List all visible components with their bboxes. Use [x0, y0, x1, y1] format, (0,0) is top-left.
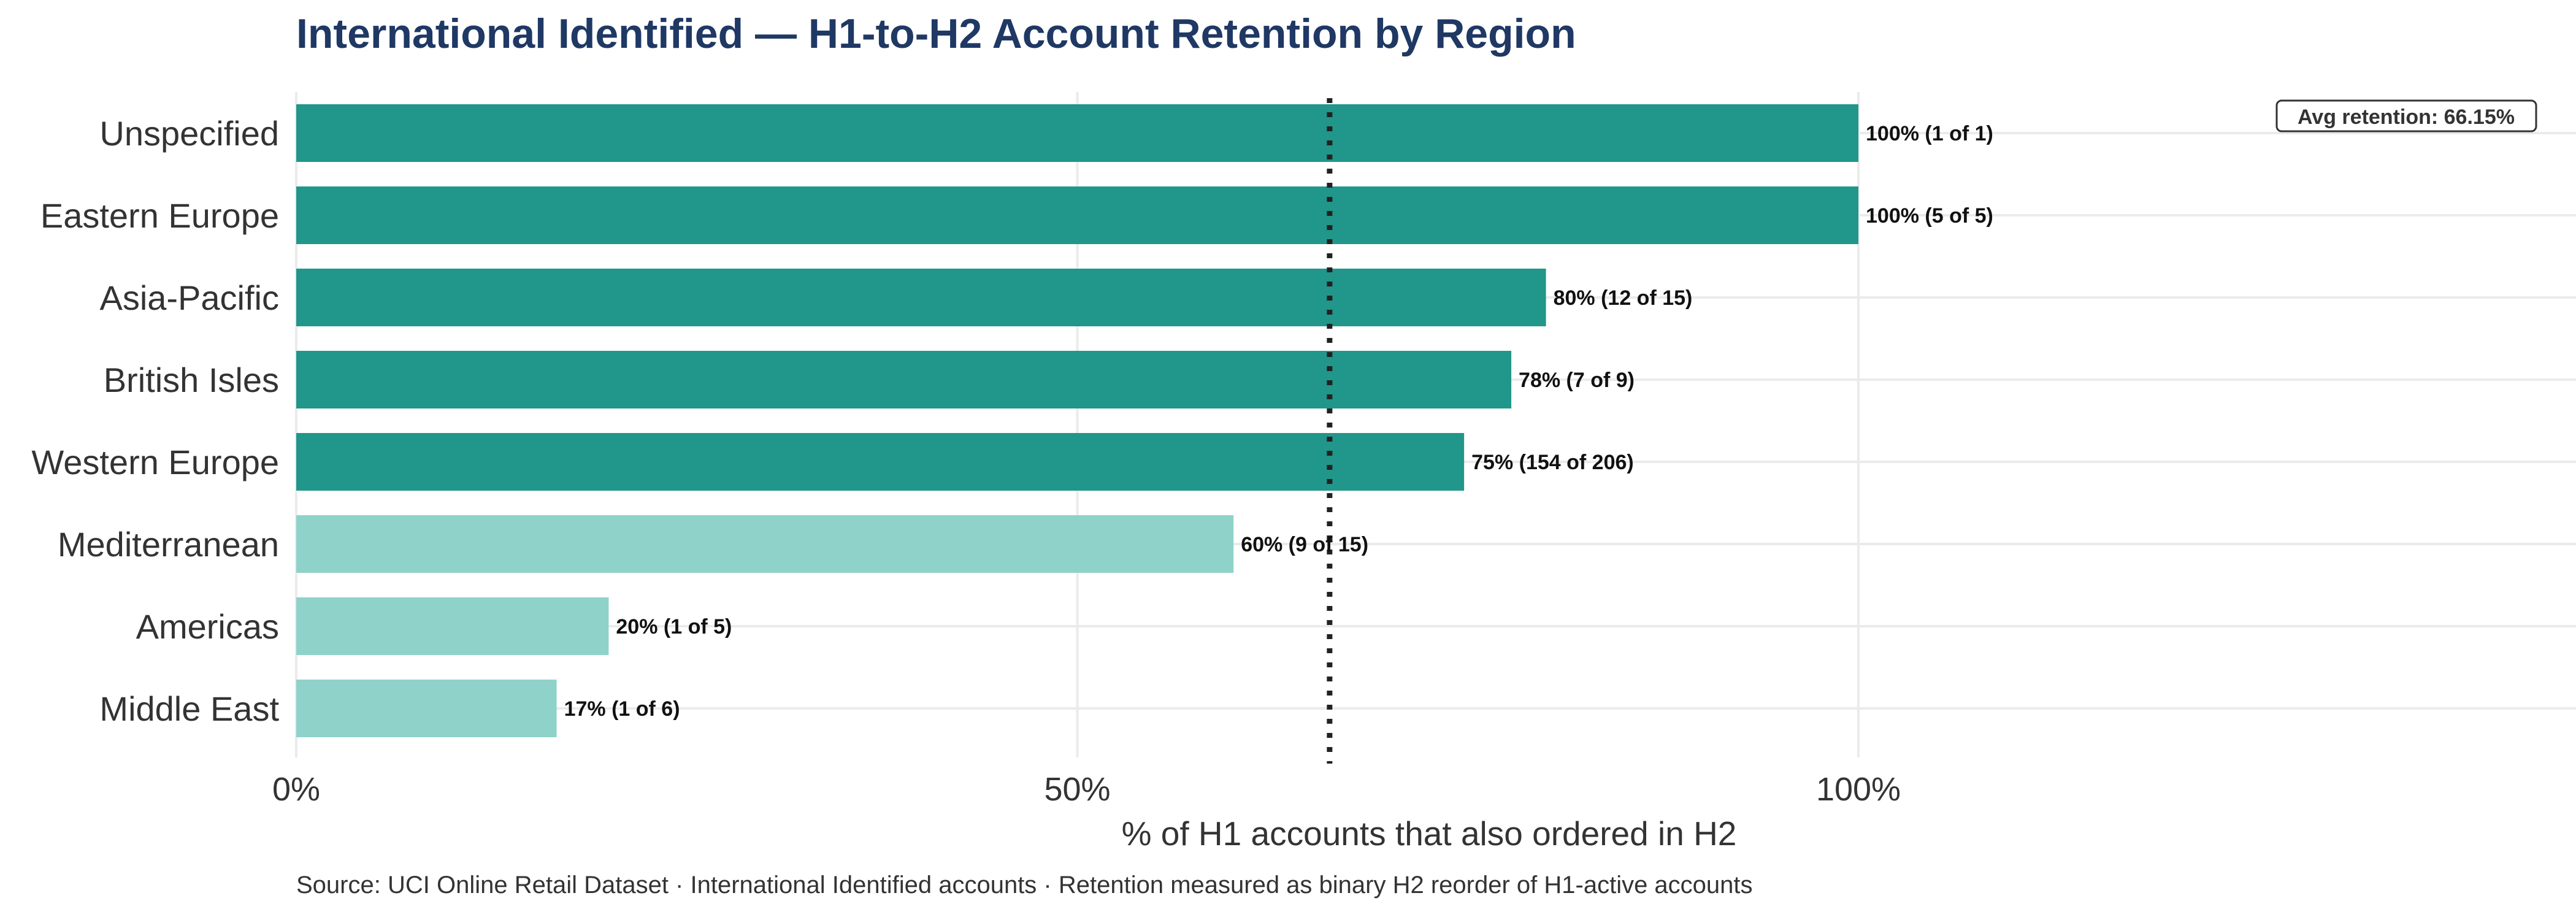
x-tick-label: 0% [272, 771, 320, 808]
avg-annotation: Avg retention: 66.15% [2275, 99, 2537, 132]
bar [296, 269, 1546, 326]
y-tick-label: Americas [136, 607, 279, 646]
chart-title: International Identified — H1-to-H2 Acco… [296, 10, 1576, 57]
data-label: 75% (154 of 206) [1471, 451, 1634, 474]
bar [296, 597, 609, 655]
chart-caption: Source: UCI Online Retail Dataset · Inte… [296, 872, 1753, 899]
data-label: 100% (1 of 1) [1866, 122, 1993, 145]
avg-annotation-text: Avg retention: 66.15% [2298, 105, 2515, 129]
data-label: 20% (1 of 5) [616, 615, 732, 638]
y-tick-label: Mediterranean [58, 525, 279, 564]
y-tick-label: Middle East [99, 689, 279, 728]
bar [296, 104, 1858, 162]
y-tick-label: Asia-Pacific [99, 278, 279, 317]
data-label: 60% (9 of 15) [1241, 533, 1368, 556]
data-label: 80% (12 of 15) [1554, 286, 1693, 310]
bar [296, 680, 557, 737]
bar [296, 515, 1234, 573]
data-label: 78% (7 of 9) [1519, 369, 1635, 392]
y-tick-label: Western Europe [31, 443, 279, 481]
bars [296, 104, 1858, 737]
avg-annotation-box [2275, 99, 2537, 132]
y-tick-label: Eastern Europe [40, 196, 279, 235]
y-tick-label: Unspecified [99, 114, 279, 153]
data-label: 17% (1 of 6) [564, 697, 680, 721]
labels: Unspecified 100% (1 of 1) Eastern Europe 10… [31, 114, 1993, 808]
x-tick-label: 50% [1044, 771, 1110, 808]
x-axis-label: % of H1 accounts that also ordered in H2 [1122, 815, 1737, 853]
bar [296, 186, 1858, 244]
y-tick-label: British Isles [104, 361, 279, 399]
bar [296, 433, 1465, 491]
bar [296, 351, 1512, 408]
x-tick-label: 100% [1816, 771, 1901, 808]
data-label: 100% (5 of 5) [1866, 204, 1993, 228]
